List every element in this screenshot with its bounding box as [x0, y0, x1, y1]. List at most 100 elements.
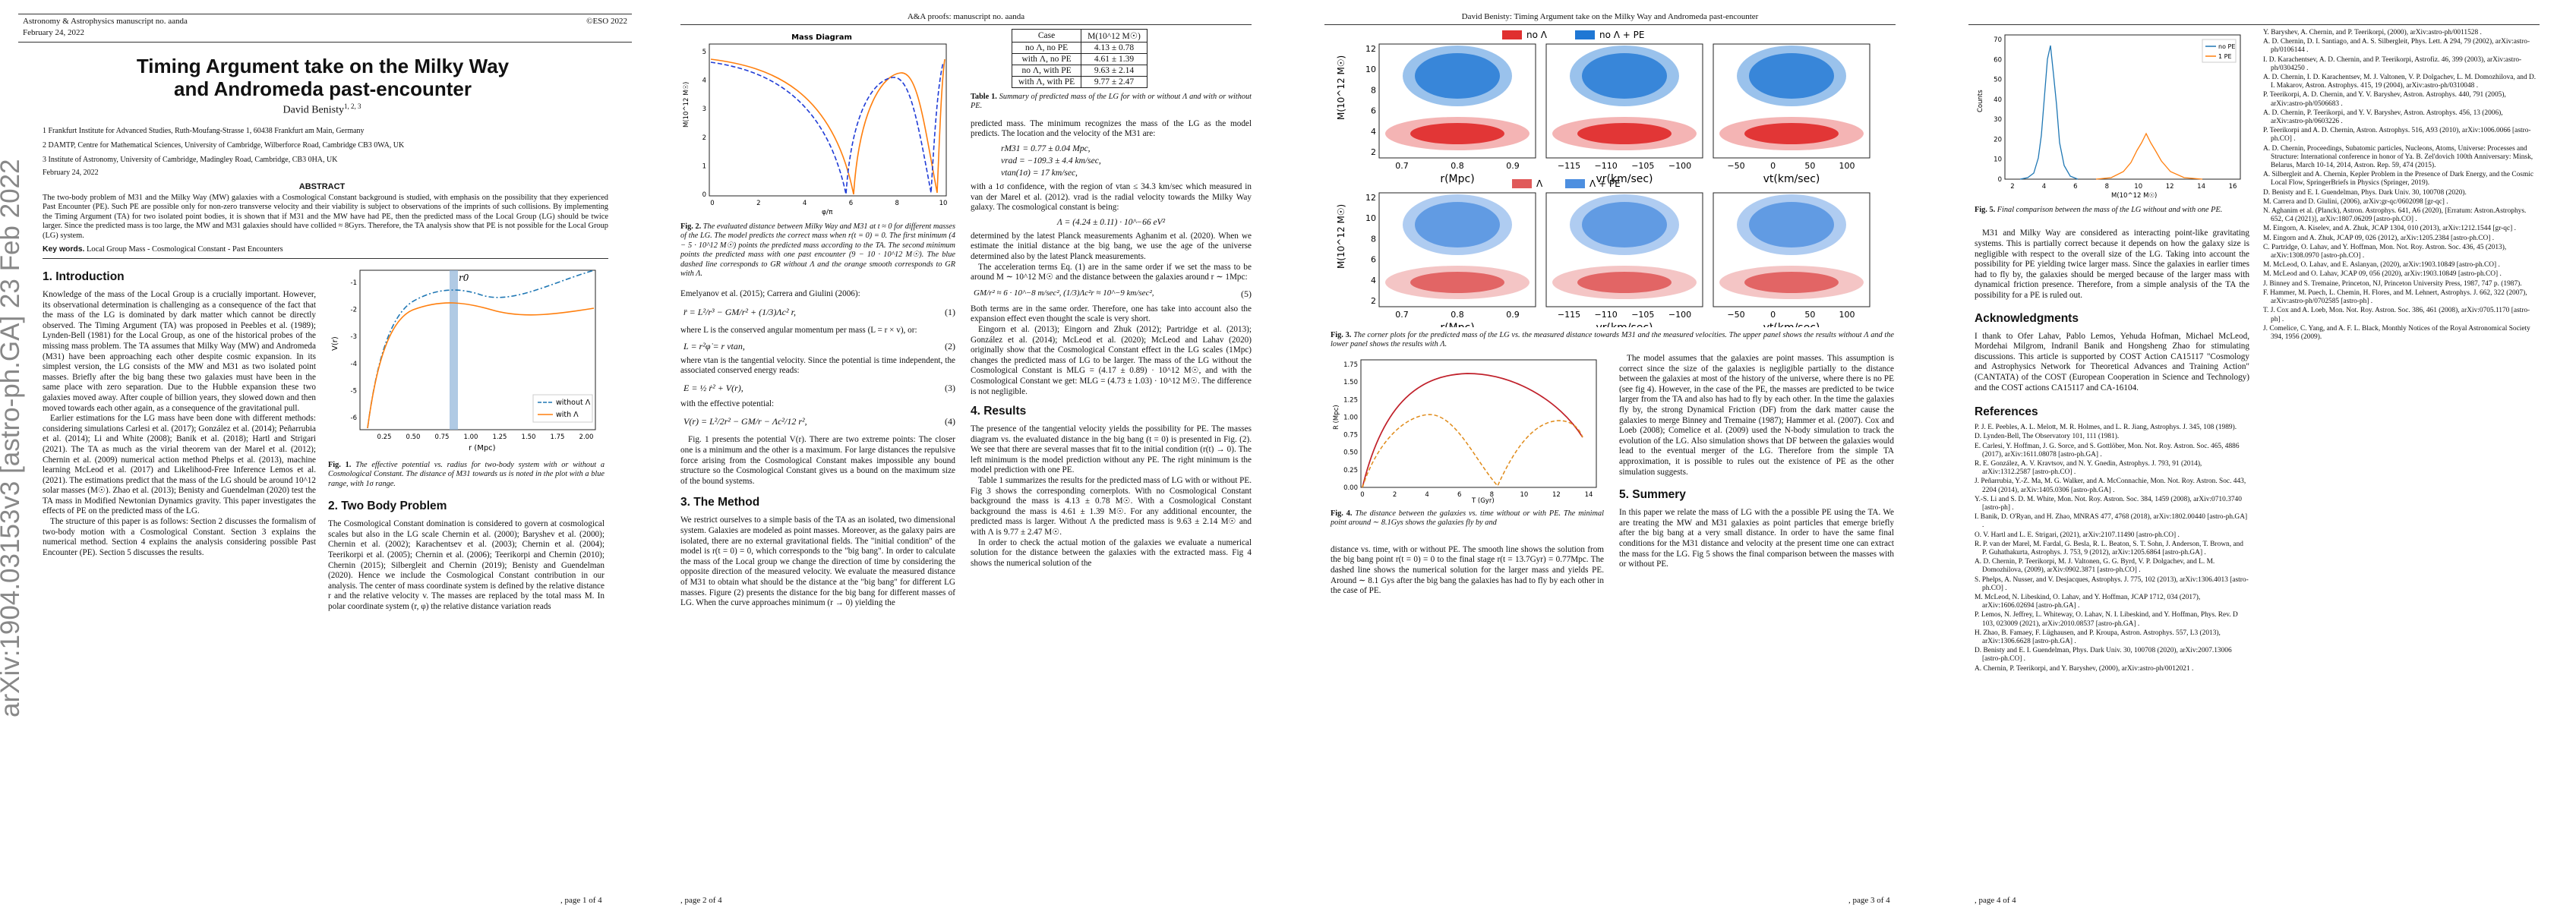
- tick-label: 8: [1371, 85, 1376, 95]
- acknowledgments-text: I thank to Ofer Lahav, Pablo Lemos, Yehu…: [1975, 331, 2249, 392]
- table-row: with Λ, no PE 4.61 ± 1.39: [1011, 53, 1148, 65]
- arxiv-identifier: arXiv:1904.03153v3 [astro-ph.GA] 23 Feb …: [0, 159, 25, 717]
- results-paragraph-3: In order to check the actual motion of t…: [971, 537, 1252, 568]
- tick-label: 8: [895, 200, 898, 207]
- tick-label: 6: [1371, 255, 1376, 265]
- figure-5-legend-1-pe: 1 PE: [2218, 53, 2232, 60]
- reference-item: M. Eingorn, A. Kiselev, and A. Zhuk, JCA…: [2263, 225, 2516, 233]
- reference-item: I. D. Karachentsev, A. D. Chernin, and P…: [2263, 55, 2522, 72]
- reference-item: A. D. Chernin, P. Teerikorpi, M. J. Valt…: [1975, 558, 2215, 575]
- tick-label: 40: [1994, 96, 2002, 104]
- tick-label: 0: [702, 191, 706, 199]
- section-5-title: 5. Summery: [1619, 488, 1686, 502]
- reference-item: F. Hammer, M. Puech, L. Chemin, H. Flore…: [2263, 288, 2527, 306]
- tick-label: 2: [756, 200, 760, 207]
- m31-intro: predicted mass. The minimum recognizes t…: [971, 118, 1252, 139]
- author-affiliation-marks: 1, 2, 3: [344, 102, 361, 110]
- abstract-text: The two-body problem of M31 and the Milk…: [43, 194, 608, 240]
- page1-right-column: r0 -1 -2 -3 -4 -5 -6 0.25 0.50 0.75 1.00 1.25 1.50…: [328, 266, 605, 613]
- page-2-header: A&A proofs: manuscript no. aanda: [907, 12, 1025, 21]
- planck-text: determined by the latest Planck measurem…: [971, 231, 1252, 261]
- reference-item: N. Aghanim et al. (Planck), Astron. Astr…: [2263, 207, 2527, 224]
- equation-5: GM/r² ≈ 6 · 10^−8 m/sec², (1/3)Λc²r ≈ 10…: [974, 288, 1154, 298]
- tick-label: 4: [1371, 127, 1376, 137]
- reference-item: Y. Baryshev, A. Chernin, and P. Teerikor…: [2263, 29, 2482, 36]
- reference-item: J. Peñarrubia, Y.-Z. Ma, M. G. Walker, a…: [1975, 478, 2246, 494]
- table-cell: with Λ, with PE: [1011, 76, 1082, 88]
- references-list-left: P. J. E. Peebles, A. L. Melott, M. R. Ho…: [1975, 424, 2249, 673]
- equation-2-text: where vtan is the tangential velocity. S…: [680, 355, 955, 376]
- figure-4-caption-label: Fig. 4.: [1331, 509, 1353, 518]
- reference-item: A. D. Chernin, P. Teerikorpi, and Y. V. …: [2263, 109, 2503, 126]
- tick-label: 1.50: [1343, 379, 1358, 386]
- equation-3-number: (3): [945, 382, 955, 393]
- table-header-case: Case: [1011, 29, 1082, 43]
- reference-item: D. Benisty and E. I. Guendelman, Phys. D…: [1975, 647, 2232, 664]
- tick-label: −50: [1727, 310, 1744, 320]
- figure-1-caption-label: Fig. 1.: [328, 461, 352, 469]
- tick-label: 1.00: [464, 433, 478, 441]
- corner-legend-no-lambda: no Λ: [1526, 30, 1548, 40]
- figure-4-x-ticks: 0 2 4 6 8 10 12 14: [1360, 491, 1593, 499]
- page3-right-column: The model assumes that the galaxies are …: [1619, 354, 1894, 570]
- tick-label: 70: [1994, 36, 2002, 44]
- reference-item: A. D. Chernin, I. D. Karachentsev, M. J.…: [2263, 74, 2537, 90]
- figure-5-caption-label: Fig. 5.: [1975, 206, 1996, 214]
- equation-3-row: E = ½ ṙ² + V(r), (3): [680, 377, 955, 399]
- figure-3-caption-label: Fig. 3.: [1331, 331, 1352, 339]
- affiliation-1: 1 Frankfurt Institute for Advanced Studi…: [43, 127, 365, 135]
- summary-paragraph: In this paper we relate the mass of LG w…: [1619, 508, 1894, 569]
- figure-2-caption-label: Fig. 2.: [680, 222, 702, 231]
- figure-1-y-ticks: -1 -2 -3 -4 -5 -6: [351, 279, 357, 422]
- tick-label: -1: [351, 279, 357, 287]
- figure-5-x-ticks: 2 4 6 8 10 12 14 16: [2010, 183, 2237, 191]
- figure-4-caption-text: The distance between the galaxies vs. ti…: [1331, 509, 1604, 528]
- equation-4-row: V(r) = L²/2r² − GM/r − Λc²/12 r², (4): [680, 409, 955, 435]
- reference-item: M. Eingorn and A. Zhuk, JCAP 09, 026 (20…: [2263, 234, 2495, 242]
- results-paragraph-2: Table 1 summarizes the results for the p…: [971, 476, 1252, 537]
- table-1-caption-text: Summary of predicted mass of the LG for …: [971, 93, 1252, 111]
- corner-xlabel: vt(km/sec): [1763, 322, 1820, 327]
- reference-item: M. Carrera and D. Giulini, (2006), arXiv…: [2263, 197, 2448, 206]
- figure-4-ylabel: R (Mpc): [1333, 405, 1340, 430]
- table-cell: 9.77 ± 2.47: [1081, 76, 1148, 88]
- tick-label: 0.7: [1395, 161, 1409, 171]
- numerical-solution-text: distance vs. time, with or without PE. T…: [1331, 544, 1604, 596]
- reference-item: M. McLeod, O. Lahav, and E. Aslanyan, (2…: [2263, 261, 2500, 270]
- equation-2-row: L = r²φ̇ = r vtan, (2): [680, 336, 955, 356]
- table-cell: no Λ, with PE: [1011, 65, 1082, 77]
- figure-1-xlabel: r (Mpc): [469, 444, 496, 452]
- tick-label: 12: [1552, 491, 1561, 499]
- intro-paragraph-2: Earlier estimations for the LG mass have…: [43, 414, 316, 516]
- tick-label: 0: [710, 200, 714, 207]
- tick-label: -4: [351, 361, 357, 368]
- tick-label: 0.50: [406, 433, 421, 441]
- equation-4: V(r) = L²/2r² − GM/r − Λc²/12 r²,: [683, 416, 807, 427]
- corner-ylabel: M(10^12 M☉): [1336, 55, 1346, 120]
- potential-discussion: Fig. 1 presents the potential V(r). Ther…: [680, 435, 955, 486]
- table-header-mass: M(10^12 M☉): [1081, 29, 1148, 43]
- reference-item: E. Carlesi, Y. Hoffman, J. G. Sorce, and…: [1975, 442, 2240, 459]
- tick-label: −115: [1558, 161, 1580, 171]
- reference-item: J. Comelice, C. Yang, and A. F. L. Black…: [2263, 324, 2530, 341]
- table-1-caption-label: Table 1.: [971, 93, 997, 101]
- keywords: Key words. Local Group Mass - Cosmologic…: [43, 245, 283, 254]
- figure-5-y-ticks: 70 60 50 40 30 20 10 0: [1994, 36, 2002, 184]
- figure-4-xlabel: T (Gyr): [1471, 497, 1495, 505]
- paper-title: Timing Argument take on the Milky Way an…: [136, 55, 510, 100]
- tick-label: −105: [1631, 161, 1654, 171]
- page2-right-column: Case M(10^12 M☉) no Λ, no PE 4.13 ± 0.78 …: [971, 29, 1252, 569]
- tick-label: 6: [1371, 106, 1376, 116]
- tick-label: −110: [1595, 310, 1618, 320]
- corner-bottom-row: M(10^12 M☉) 12 10 8 6 4 2 0.7 0.8 0.9 r(Mpc) −115 −1…: [1336, 192, 1870, 327]
- tick-label: 14: [1585, 491, 1593, 499]
- figure-1-legend-without-lambda: without Λ: [556, 399, 591, 407]
- equation-5-number: (5): [1241, 288, 1252, 299]
- tick-label: 2: [702, 134, 706, 142]
- results-paragraph-1: The presence of the tangential velocity …: [971, 424, 1252, 475]
- header-rule: [1968, 24, 2540, 25]
- header-rule: [1324, 24, 1896, 25]
- reference-item: J. Binney and S. Tremaine, Princeton, NJ…: [2263, 279, 2522, 288]
